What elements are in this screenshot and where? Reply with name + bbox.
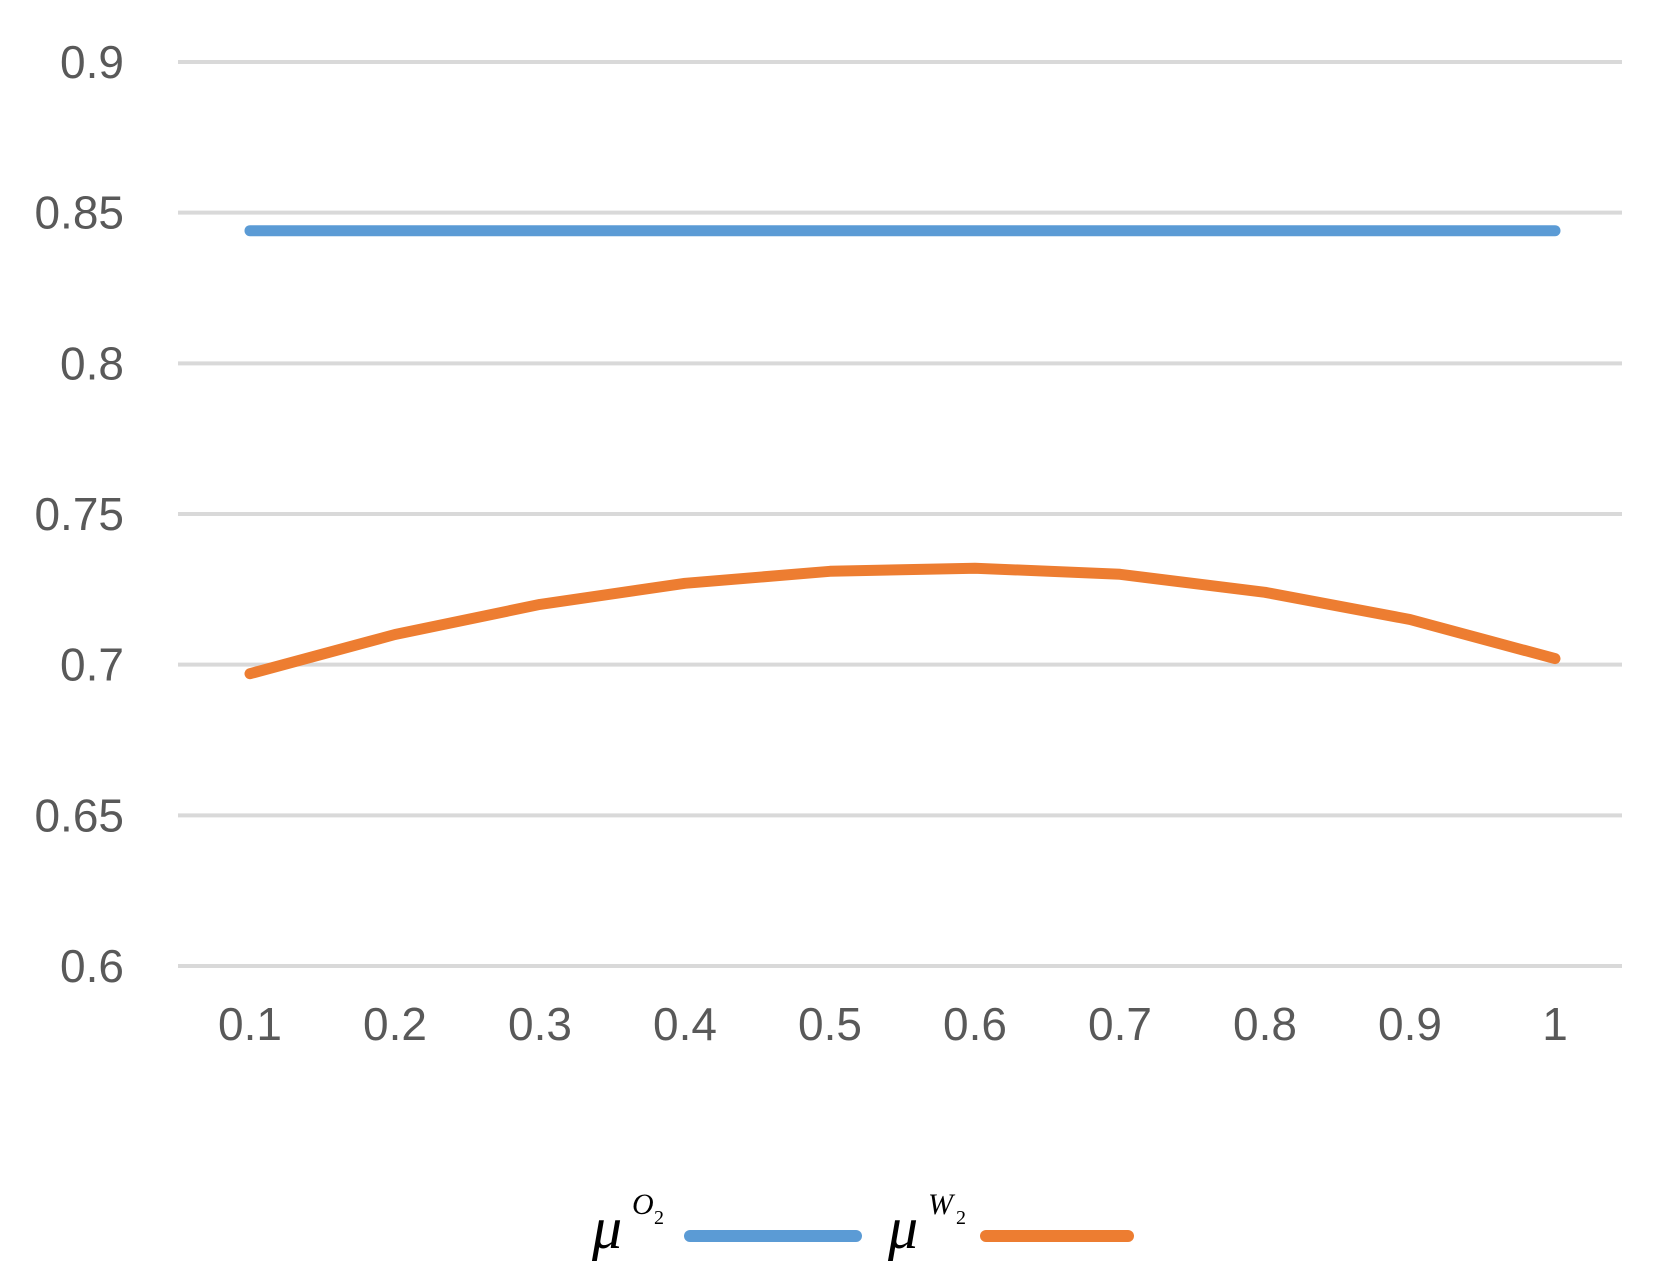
data-point: [684, 230, 686, 232]
data-point: [974, 567, 976, 569]
data-point: [829, 570, 831, 572]
y-tick-label: 0.65: [34, 789, 124, 841]
x-tick-label: 0.6: [943, 998, 1007, 1050]
data-point: [1119, 573, 1121, 575]
data-point: [249, 673, 251, 675]
x-tick-label: 0.3: [508, 998, 572, 1050]
data-point: [1409, 618, 1411, 620]
legend-subscript: 2: [654, 1207, 664, 1229]
y-tick-label: 0.8: [60, 337, 124, 389]
data-point: [1409, 230, 1411, 232]
y-tick-label: 0.9: [60, 36, 124, 88]
data-point: [1264, 230, 1266, 232]
data-point: [1119, 230, 1121, 232]
data-point: [539, 230, 541, 232]
y-tick-label: 0.7: [60, 639, 124, 691]
x-tick-label: 1: [1542, 998, 1568, 1050]
x-tick-label: 0.4: [653, 998, 717, 1050]
legend-superscript: O: [632, 1188, 654, 1221]
data-point: [249, 230, 251, 232]
data-point: [539, 603, 541, 605]
x-tick-label: 0.2: [363, 998, 427, 1050]
y-tick-label: 0.85: [34, 187, 124, 239]
gridlines: [178, 60, 1622, 968]
y-tick-label: 0.6: [60, 940, 124, 992]
legend-symbol: μ: [591, 1195, 622, 1261]
data-point: [1554, 658, 1556, 660]
series-lines: [244, 225, 1561, 680]
series-line-2: [244, 562, 1561, 680]
x-tick-label: 0.9: [1378, 998, 1442, 1050]
data-point: [829, 230, 831, 232]
legend-subscript: 2: [956, 1207, 966, 1229]
data-point: [1554, 230, 1556, 232]
data-point: [394, 634, 396, 636]
x-tick-label: 0.1: [218, 998, 282, 1050]
y-axis-ticks: 0.6 0.65 0.7 0.75 0.8 0.85 0.9: [34, 36, 124, 992]
y-tick-label: 0.75: [34, 488, 124, 540]
x-tick-label: 0.8: [1233, 998, 1297, 1050]
data-point: [974, 230, 976, 232]
x-axis-ticks: 0.1 0.2 0.3 0.4 0.5 0.6 0.7 0.8 0.9 1: [218, 998, 1568, 1050]
data-point: [1264, 591, 1266, 593]
x-tick-label: 0.5: [798, 998, 862, 1050]
data-point: [394, 230, 396, 232]
legend-superscript: W: [928, 1188, 956, 1221]
data-point: [684, 582, 686, 584]
legend-symbol: μ: [887, 1195, 918, 1261]
x-tick-label: 0.7: [1088, 998, 1152, 1050]
